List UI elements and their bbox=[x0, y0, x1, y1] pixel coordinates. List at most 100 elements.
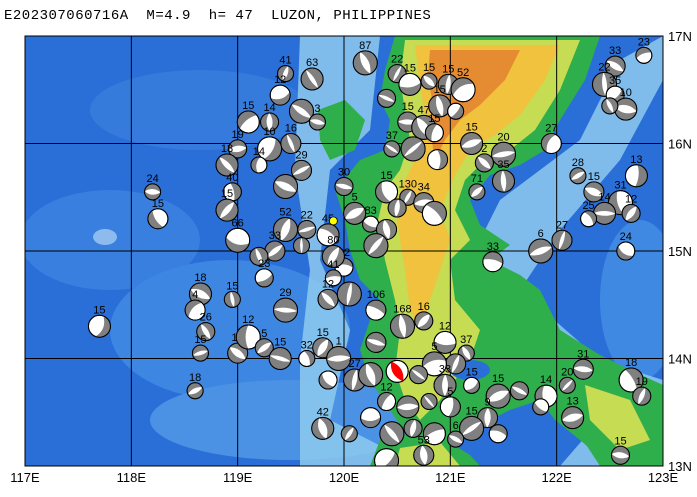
mechanism-depth-label: 37 bbox=[460, 334, 472, 346]
focal-mechanism bbox=[610, 445, 630, 465]
mechanism-depth-label: 15 bbox=[194, 334, 206, 346]
focal-mechanism bbox=[509, 381, 529, 401]
mechanism-depth-label: 2 bbox=[481, 143, 487, 155]
focal-mechanism bbox=[583, 181, 605, 203]
focal-mechanism bbox=[254, 268, 274, 288]
mechanism-depth-label: 26 bbox=[200, 312, 212, 324]
mechanism-depth-label: 16 bbox=[418, 301, 430, 313]
focal-mechanism bbox=[260, 112, 280, 132]
mechanism-depth-label: 130 bbox=[399, 178, 417, 190]
focal-mechanism bbox=[257, 136, 283, 162]
focal-mechanism bbox=[268, 347, 292, 370]
mechanism-depth-label: 41 bbox=[327, 259, 339, 271]
west-coast-land bbox=[318, 100, 365, 160]
mechanism-depth-label: 37 bbox=[386, 130, 398, 142]
mechanism-depth-label: 24 bbox=[146, 173, 158, 185]
focal-mechanism bbox=[551, 229, 573, 251]
mechanism-depth-label: 71 bbox=[471, 173, 483, 185]
focal-mechanism bbox=[604, 55, 626, 77]
mechanism-depth-label: 33 bbox=[609, 45, 621, 57]
focal-mechanism bbox=[420, 72, 438, 90]
focal-mechanism bbox=[569, 167, 587, 185]
focal-mechanism bbox=[87, 314, 111, 338]
focal-mechanism bbox=[375, 180, 399, 204]
mechanism-depth-label: 12 bbox=[242, 314, 254, 326]
focal-mechanism bbox=[249, 246, 269, 266]
mechanism-depth-label: 15 bbox=[434, 84, 446, 96]
mechanism-depth-label: 33 bbox=[439, 363, 451, 375]
focal-mechanism bbox=[297, 220, 317, 239]
focal-mechanism bbox=[532, 398, 550, 416]
focal-mechanism bbox=[365, 299, 387, 321]
mechanism-depth-label: 15 bbox=[221, 188, 233, 200]
lon-tick-label: 119E bbox=[223, 470, 253, 485]
mechanism-depth-label: 22 bbox=[301, 210, 313, 222]
focal-mechanism bbox=[365, 331, 387, 353]
mechanism-depth-label: 4 bbox=[192, 289, 198, 301]
focal-mechanism bbox=[492, 169, 515, 193]
mechanism-depth-label: 15 bbox=[442, 63, 454, 75]
mechanism-depth-label: 5 bbox=[261, 328, 267, 340]
lon-tick-label: 118E bbox=[117, 470, 147, 485]
mechanism-depth-label: 30 bbox=[338, 167, 350, 179]
mechanism-depth-label: 15 bbox=[317, 327, 329, 339]
focal-mechanism bbox=[447, 430, 465, 448]
mechanism-depth-label: 23 bbox=[638, 36, 650, 48]
focal-mechanism bbox=[228, 139, 248, 159]
mechanism-depth-label: 15 bbox=[380, 170, 392, 182]
focal-mechanism bbox=[424, 123, 444, 143]
focal-mechanism bbox=[572, 358, 594, 380]
focal-mechanism bbox=[336, 281, 362, 307]
mechanism-depth-label: 52 bbox=[457, 67, 469, 79]
focal-mechanism bbox=[482, 251, 504, 273]
mechanism-depth-label: 15 bbox=[402, 101, 414, 113]
map-frame bbox=[24, 35, 664, 467]
mechanism-depth-label: 20 bbox=[561, 366, 573, 378]
focal-mechanism bbox=[414, 311, 434, 331]
mechanism-depth-label: 6 bbox=[538, 228, 544, 240]
map-title: E202307060716A M=4.9 h= 47 LUZON, PHILIP… bbox=[4, 8, 432, 24]
focal-mechanism bbox=[254, 338, 274, 358]
focal-mechanism bbox=[379, 421, 405, 447]
focal-mechanism bbox=[635, 46, 653, 64]
focal-mechanism bbox=[188, 282, 212, 306]
mechanism-depth-label: 31 bbox=[614, 180, 626, 192]
mechanism-depth-label: 9 bbox=[484, 397, 490, 409]
mechanism-depth-label: 19 bbox=[636, 376, 648, 388]
focal-mechanism bbox=[387, 198, 407, 218]
mechanism-depth-label: 27 bbox=[349, 358, 361, 370]
focal-mechanism bbox=[273, 297, 299, 323]
mechanism-depth-label: 80 bbox=[327, 234, 339, 246]
latitude-tick-labels: 13N 14N 15N 16N 17N bbox=[668, 29, 692, 474]
focal-mechanism bbox=[389, 313, 415, 339]
focal-mechanism bbox=[488, 424, 508, 444]
focal-mechanism bbox=[618, 367, 644, 393]
focal-mechanism bbox=[439, 396, 461, 418]
focal-mechanism bbox=[363, 233, 389, 259]
mechanism-depth-label: 5 bbox=[431, 341, 437, 353]
mechanism-depth-label: 12 bbox=[322, 278, 334, 290]
focal-mechanism bbox=[485, 383, 511, 409]
focal-mechanism bbox=[147, 208, 169, 230]
mechanism-depth-label: 15 bbox=[465, 366, 477, 378]
main-event-mechanism bbox=[385, 359, 409, 383]
focal-mechanism bbox=[215, 153, 239, 177]
mechanism-depth-label: 1 bbox=[336, 336, 342, 348]
focal-mechanism bbox=[235, 324, 261, 350]
lon-tick-label: 120E bbox=[329, 470, 360, 485]
mechanism-depth-label: 15 bbox=[428, 113, 440, 125]
focal-mechanism bbox=[225, 227, 251, 253]
mechanism-depth-label: 34 bbox=[418, 182, 430, 194]
focal-mechanism bbox=[463, 376, 481, 394]
focal-mechanism bbox=[326, 346, 352, 371]
mechanism-depth-label: 47 bbox=[418, 104, 430, 116]
mechanism-depth-label: 12 bbox=[439, 320, 451, 332]
mechanism-depth-label: 14 bbox=[540, 374, 552, 386]
focal-mechanism bbox=[269, 84, 291, 106]
focal-mechanism bbox=[396, 395, 420, 419]
focal-mechanism bbox=[358, 362, 384, 388]
focal-mechanism bbox=[558, 376, 576, 394]
lon-tick-label: 122E bbox=[541, 470, 572, 485]
